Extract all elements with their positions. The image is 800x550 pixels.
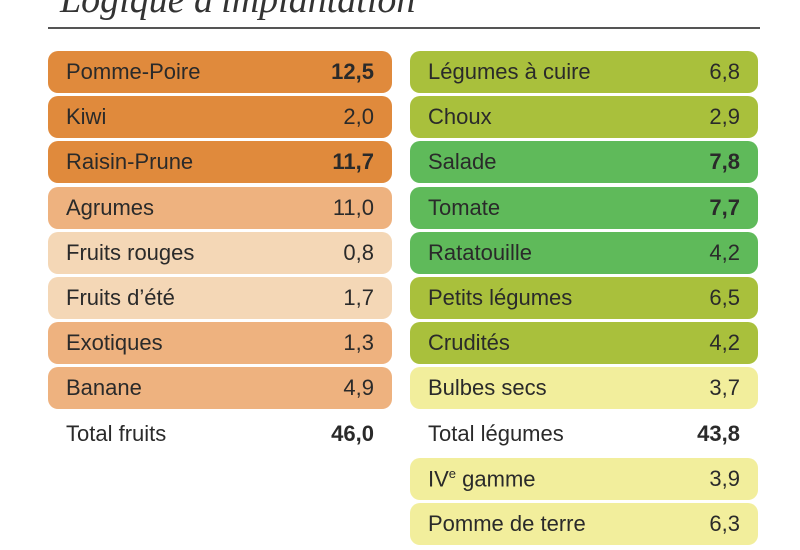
row-value: 4,2 bbox=[709, 239, 740, 265]
row-label: Pomme de terre bbox=[428, 511, 586, 536]
table-row: Agrumes 11,0 bbox=[48, 186, 392, 229]
label-part: IV bbox=[428, 465, 449, 491]
table-row: Total fruits 46,0 bbox=[48, 413, 392, 455]
row-value: 6,5 bbox=[709, 285, 740, 310]
row-label: Crudités bbox=[428, 330, 510, 356]
row-label: Ratatouille bbox=[428, 239, 532, 265]
row-label: Total fruits bbox=[66, 420, 167, 446]
row-label: Total légumes bbox=[428, 420, 564, 446]
row-label: Pomme-Poire bbox=[66, 59, 201, 84]
table-row: Total légumes 43,8 bbox=[410, 413, 758, 455]
row-label: Tomate bbox=[428, 194, 501, 220]
table-row: Exotiques 1,3 bbox=[48, 322, 392, 365]
row-value: 7,7 bbox=[709, 194, 740, 220]
table-row: IVe gamme 3,9 bbox=[410, 457, 758, 500]
row-label: Bulbes secs bbox=[428, 375, 547, 401]
table-row: Pomme-Poire 12,5 bbox=[48, 51, 392, 93]
row-value: 1,3 bbox=[343, 330, 374, 356]
table-row: Ratatouille 4,2 bbox=[410, 231, 758, 274]
row-value: 46,0 bbox=[331, 420, 374, 446]
title-rule bbox=[48, 27, 760, 29]
table-row: Légumes à cuire 6,8 bbox=[410, 51, 758, 93]
row-value: 2,9 bbox=[709, 104, 740, 130]
row-label: Salade bbox=[428, 149, 497, 175]
row-label: Fruits d’été bbox=[66, 285, 175, 310]
table-row: Tomate 7,7 bbox=[410, 186, 758, 229]
table-row: Petits légumes 6,5 bbox=[410, 277, 758, 319]
row-value: 6,3 bbox=[709, 511, 740, 536]
row-label: IVe gamme bbox=[428, 466, 536, 492]
table-row: Raisin-Prune 11,7 bbox=[48, 141, 392, 184]
row-label: Petits légumes bbox=[428, 285, 573, 310]
table-row: Crudités 4,2 bbox=[410, 322, 758, 365]
row-value: 6,8 bbox=[709, 59, 740, 84]
row-value: 11,7 bbox=[332, 149, 374, 175]
row-label: Banane bbox=[66, 375, 142, 401]
row-value: 1,7 bbox=[343, 285, 374, 310]
row-value: 3,7 bbox=[709, 375, 740, 401]
title: Logique d'implantation bbox=[60, 0, 416, 21]
table-row: Salade 7,8 bbox=[410, 141, 758, 184]
row-label: Légumes à cuire bbox=[428, 59, 591, 84]
table-row: Choux 2,9 bbox=[410, 96, 758, 139]
row-label: Exotiques bbox=[66, 330, 163, 356]
row-label: Kiwi bbox=[66, 104, 107, 130]
table-row: Pomme de terre 6,3 bbox=[410, 503, 758, 545]
row-value: 4,2 bbox=[709, 330, 740, 356]
row-label: Raisin-Prune bbox=[66, 149, 194, 175]
row-value: 3,9 bbox=[709, 465, 740, 491]
row-label: Fruits rouges bbox=[66, 239, 195, 265]
table-row: Banane 4,9 bbox=[48, 367, 392, 410]
label-part: gamme bbox=[456, 465, 536, 491]
row-value: 0,8 bbox=[343, 239, 374, 265]
row-value: 12,5 bbox=[331, 59, 374, 84]
row-value: 4,9 bbox=[343, 375, 374, 401]
table-row: Bulbes secs 3,7 bbox=[410, 367, 758, 410]
label-part: e bbox=[448, 465, 457, 481]
row-label: Choux bbox=[428, 104, 492, 130]
table-row: Kiwi 2,0 bbox=[48, 96, 392, 139]
row-value: 7,8 bbox=[709, 149, 740, 175]
row-value: 2,0 bbox=[343, 104, 374, 130]
table-row: Fruits d’été 1,7 bbox=[48, 277, 392, 319]
row-value: 11,0 bbox=[332, 194, 374, 220]
row-label: Agrumes bbox=[66, 194, 155, 220]
row-value: 43,8 bbox=[697, 420, 740, 446]
table-row: Fruits rouges 0,8 bbox=[48, 231, 392, 274]
